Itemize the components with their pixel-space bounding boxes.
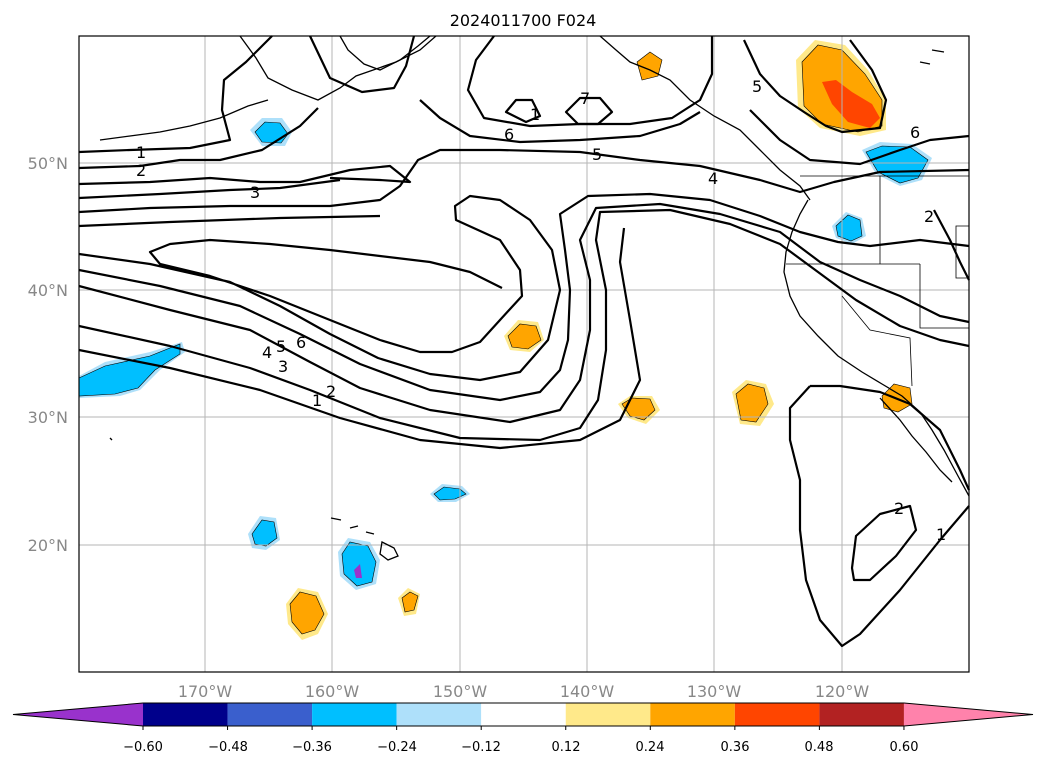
contour-label: 2 [894, 499, 904, 518]
colorbar-extend-high [903, 703, 1033, 726]
colorbar-tick-label: 0.36 [721, 740, 750, 755]
contour-label: 3 [278, 357, 288, 376]
colorbar-tick-label: −0.48 [208, 740, 248, 755]
contour-label: 2 [326, 382, 336, 401]
colorbar-tick-labels: −0.60 −0.48 −0.36 −0.24 −0.12 0.12 0.24 … [123, 740, 918, 755]
contour-label: 6 [296, 333, 306, 352]
colorbar-tick-label: 0.60 [890, 740, 919, 755]
coastlines [99, 35, 970, 561]
lat-label: 40°N [28, 281, 68, 300]
contour-label: 5 [592, 145, 602, 164]
colorbar-segment [481, 703, 566, 726]
lon-label: 130°W [687, 682, 742, 701]
contour-label: 2 [924, 207, 934, 226]
latitude-labels: 50°N 40°N 30°N 20°N [28, 154, 68, 555]
graticule [79, 36, 969, 672]
colorbar-segment [565, 703, 651, 726]
contour-label: 6 [504, 125, 514, 144]
contour-label: 1 [312, 391, 322, 410]
contour-label: 5 [276, 337, 286, 356]
contour-label: 2 [136, 161, 146, 180]
colorbar-tick-label: 0.48 [805, 740, 834, 755]
colorbar-segment [143, 703, 228, 726]
contour-label: 1 [936, 525, 946, 544]
colorbar-segment [819, 703, 904, 726]
map-title: 2024011700 F024 [450, 11, 597, 30]
colorbar [12, 702, 1034, 730]
lon-label: 170°W [178, 682, 233, 701]
lat-label: 50°N [28, 154, 68, 173]
lon-label: 150°W [433, 682, 488, 701]
lat-label: 30°N [28, 408, 68, 427]
contour-labels: 1 2 3 4 5 6 3 2 1 6 1 7 5 4 5 6 2 2 1 [136, 77, 946, 544]
contour-label: 3 [250, 183, 260, 202]
contour-label: 7 [580, 89, 590, 108]
lon-label: 160°W [305, 682, 360, 701]
colorbar-tick-label: 0.24 [636, 740, 665, 755]
longitude-labels: 170°W 160°W 150°W 140°W 130°W 120°W [178, 682, 870, 701]
contour-label: 1 [136, 143, 146, 162]
colorbar-segment [312, 703, 397, 726]
shaded-anomalies [78, 40, 932, 640]
contour-label: 5 [752, 77, 762, 96]
colorbar-segment [650, 703, 735, 726]
contour-label: 4 [262, 343, 272, 362]
lat-label: 20°N [28, 536, 68, 555]
height-contours [78, 35, 971, 648]
lon-label: 120°W [815, 682, 870, 701]
colorbar-segment [227, 703, 313, 726]
colorbar-tick-label: 0.12 [552, 740, 581, 755]
colorbar-tick-label: −0.12 [461, 740, 501, 755]
map-frame [78, 35, 970, 673]
map-plot-area: 1 2 3 4 5 6 3 2 1 6 1 7 5 4 5 6 2 2 1 [78, 35, 971, 673]
colorbar-tick-label: −0.60 [123, 740, 163, 755]
contour-label: 6 [910, 123, 920, 142]
colorbar-tick-label: −0.36 [292, 740, 332, 755]
colorbar-segment [396, 703, 482, 726]
colorbar-extend-low [13, 703, 143, 726]
contour-label: 4 [708, 169, 718, 188]
colorbar-tick-label: −0.24 [377, 740, 417, 755]
colorbar-segment [734, 703, 820, 726]
contour-label: 1 [530, 105, 540, 124]
lon-label: 140°W [560, 682, 615, 701]
